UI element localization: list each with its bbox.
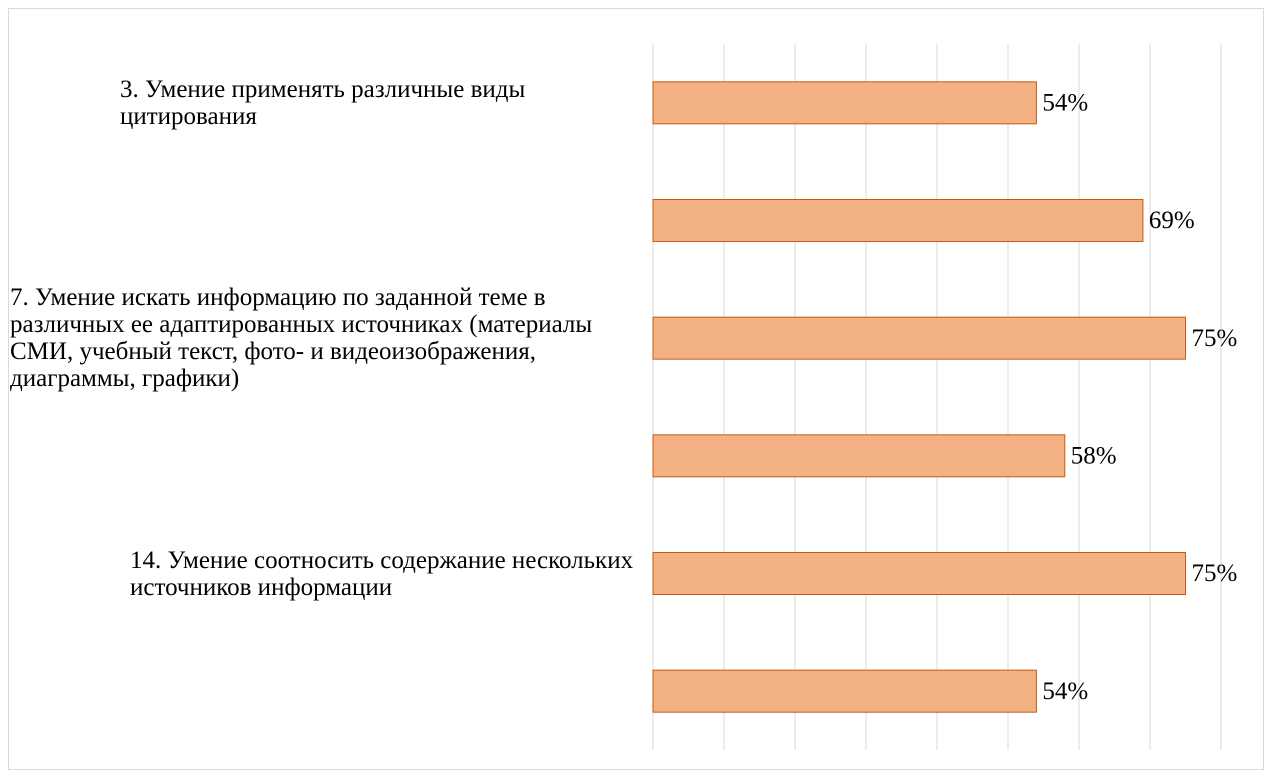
chart-frame [8,8,1264,770]
value-label: 54% [1042,90,1088,117]
category-label: 3. Умение применять различные виды цитир… [120,75,526,130]
value-label: 58% [1071,443,1117,470]
value-label: 54% [1042,678,1088,705]
bar [652,199,1144,242]
bar [652,434,1066,478]
value-label: 75% [1192,325,1238,352]
bar [652,316,1186,360]
value-label: 69% [1149,207,1195,234]
bar [652,81,1037,125]
bar [652,552,1186,595]
bar [652,669,1037,713]
category-label: 7. Умение искать информацию по заданной … [10,284,593,393]
value-label: 75% [1192,560,1238,587]
category-label: 14. Умение соотносить содержание несколь… [130,546,634,601]
